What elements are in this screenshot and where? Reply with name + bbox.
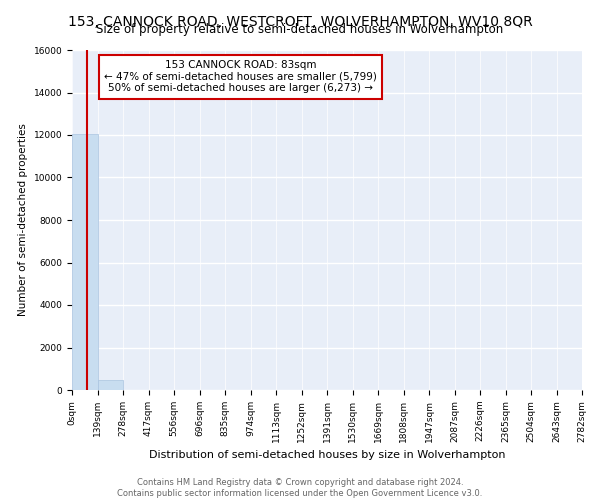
Y-axis label: Number of semi-detached properties: Number of semi-detached properties [18,124,28,316]
X-axis label: Distribution of semi-detached houses by size in Wolverhampton: Distribution of semi-detached houses by … [149,450,505,460]
Bar [97,380,123,390]
Text: 153 CANNOCK ROAD: 83sqm
← 47% of semi-detached houses are smaller (5,799)
50% of: 153 CANNOCK ROAD: 83sqm ← 47% of semi-de… [104,60,377,94]
Text: 153, CANNOCK ROAD, WESTCROFT, WOLVERHAMPTON, WV10 8QR: 153, CANNOCK ROAD, WESTCROFT, WOLVERHAMP… [68,15,532,29]
Bar [72,134,97,390]
Text: Size of property relative to semi-detached houses in Wolverhampton: Size of property relative to semi-detach… [97,22,503,36]
Text: Contains HM Land Registry data © Crown copyright and database right 2024.
Contai: Contains HM Land Registry data © Crown c… [118,478,482,498]
